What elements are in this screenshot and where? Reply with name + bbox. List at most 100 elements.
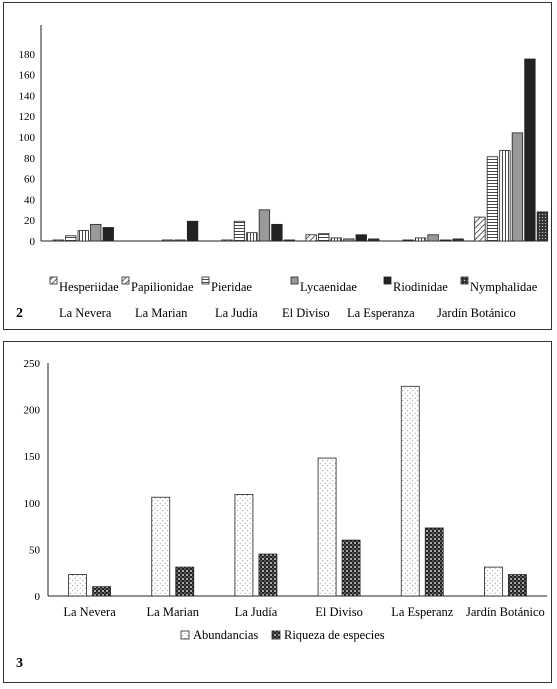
y-tick-label: 250 [24,358,41,370]
bar-lycaenidae-la-nevera [90,223,102,242]
legend-swatch-papilionidae [121,276,130,285]
legend-swatch-lycaenidae [290,276,299,285]
legend-label-pieridae: Pieridae [211,280,252,294]
y-tick-label: 60 [24,174,36,186]
bar-riqueza-de-especies-la-esperanz [424,527,444,597]
y-tick-label: 100 [24,498,41,510]
y-tick-label: 140 [19,90,36,102]
legend-label-lycaenidae: Lycaenidae [300,280,357,294]
legend-swatch-abundancias [180,630,190,640]
legend-swatch-hesperiidae [49,276,58,285]
site-label-la-esperanza: La Esperanza [347,306,415,320]
y-tick-label: 120 [19,111,36,123]
site-label-la-marian: La Marian [135,306,188,320]
site-label-jardin-botanico: Jardín Botánico [466,605,545,619]
bars [52,58,549,242]
bar-riqueza-de-especies-la-marian [175,566,195,597]
bar-lycaenidae-jardin-botanico [511,132,524,242]
bar-nymphalidae-el-diviso [368,238,380,242]
site-label-la-nevera: La Nevera [59,306,112,320]
bar-riqueza-de-especies-el-diviso [341,539,361,597]
legend-label-riodinidae: Riodinidae [393,280,448,294]
abundance-bar-chart: 0 50 100 150 200 250 La Nevera La Marian La Jud… [16,358,547,671]
bar-abundancias-la-marian [151,496,171,597]
site-label-el-diviso: El Diviso [282,306,330,320]
bar-riodinidae-la-judia [271,223,283,242]
legend-label-papilionidae: Papilionidae [131,280,194,294]
y-tick-label: 160 [19,70,36,82]
legend-label-hesperiidae: Hesperiidae [59,280,119,294]
legend-label-abundancias: Abundancias [193,628,258,642]
chart-panel-families: 0 20 40 60 80 100 120 140 160 180 Hesperiidae Papi… [3,2,552,330]
y-tick-label: 20 [24,215,36,227]
y-tick-label: 80 [24,153,36,165]
bar-abundancias-la-esperanz [400,385,420,597]
y-axis: 0 20 40 60 80 100 120 140 160 180 [19,25,547,248]
legend-label-riqueza-de-especies: Riqueza de especies [284,628,385,642]
bar-pieridae-el-diviso [330,237,342,242]
legend-swatch-riqueza-de-especies [271,630,281,640]
site-label-la-esperanz: La Esperanz [391,605,454,619]
bar-abundancias-la-nevera [68,574,87,597]
y-tick-label: 40 [24,194,36,206]
bar-riodinidae-la-marian [186,220,199,242]
site-label-la-marian: La Marian [147,605,200,619]
bar-hesperiidae-jardin-botanico [474,216,486,242]
y-tick-label: 200 [24,405,41,417]
legend: Abundancias Riqueza de especies [180,628,385,642]
site-label-el-diviso: El Diviso [315,605,363,619]
figure-number: 3 [16,656,23,671]
chart-panel-abundance: 0 50 100 150 200 250 La Nevera La Marian La Jud… [3,341,552,683]
y-tick-label: 150 [24,451,41,463]
legend-label-nymphalidae: Nymphalidae [470,280,538,294]
bar-riqueza-de-especies-la-judia [258,553,278,597]
legend: Hesperiidae Papilionidae Pieridae Lycaenida… [49,276,538,294]
bar-pieridae-la-esperanza [414,237,427,242]
bar-papilionidae-jardin-botanico [486,156,499,242]
legend-swatch-riodinidae [383,276,392,285]
bar-abundancias-el-diviso [317,457,337,597]
bar-papilionidae-la-nevera [65,235,77,242]
bar-pieridae-la-judia [246,232,258,242]
site-label-la-judia: La Judía [215,306,258,320]
legend-swatch-pieridae [201,276,210,285]
bar-pieridae-la-nevera [77,230,89,242]
y-tick-label: 180 [19,49,36,61]
bar-nymphalidae-la-judia [283,239,296,242]
bar-nymphalidae-jardin-botanico [536,211,549,242]
y-tick-label: 0 [30,236,36,248]
bar-abundancias-jardin-botanico [484,566,503,597]
bar-riodinidae-la-nevera [102,227,114,242]
y-axis: 0 50 100 150 200 250 [24,358,547,603]
bar-hesperiidae-el-diviso [305,234,317,242]
bar-hesperiidae-la-nevera [52,239,64,242]
bar-riodinidae-la-esperanza [439,239,452,242]
bar-pieridae-la-marian [161,239,174,242]
bar-lycaenidae-la-marian [174,239,186,242]
bar-papilionidae-la-judia [233,220,246,242]
site-label-la-judia: La Judía [235,605,278,619]
bars [68,385,527,597]
bar-papilionidae-la-esperanza [402,239,414,242]
y-tick-label: 100 [19,132,36,144]
family-bar-chart: 0 20 40 60 80 100 120 140 160 180 Hesperiidae Papi… [16,25,549,321]
x-axis-categories: La Nevera La Marian La Judía El Diviso La Es… [63,605,544,619]
site-label-la-nevera: La Nevera [63,605,116,619]
y-tick-label: 0 [35,591,41,603]
site-label-jardin-botanico: Jardín Botánico [437,306,516,320]
bar-lycaenidae-el-diviso [343,238,355,242]
figure-number: 2 [16,306,23,321]
bar-riqueza-de-especies-la-nevera [92,586,111,597]
bar-lycaenidae-la-judia [258,209,271,242]
bar-papilionidae-el-diviso [318,233,330,242]
bar-hesperiidae-la-judia [221,239,233,242]
bar-riodinidae-jardin-botanico [524,58,536,242]
y-tick-label: 50 [29,544,41,556]
bar-pieridae-jardin-botanico [499,150,511,242]
bar-abundancias-la-judia [234,494,254,597]
bar-lycaenidae-la-esperanza [427,234,439,242]
bar-riqueza-de-especies-jardin-botanico [508,574,527,597]
x-axis-categories: La Nevera La Marian La Judía El Diviso La Es… [59,306,516,320]
bar-riodinidae-el-diviso [355,234,367,242]
legend-swatch-nymphalidae [460,276,469,285]
